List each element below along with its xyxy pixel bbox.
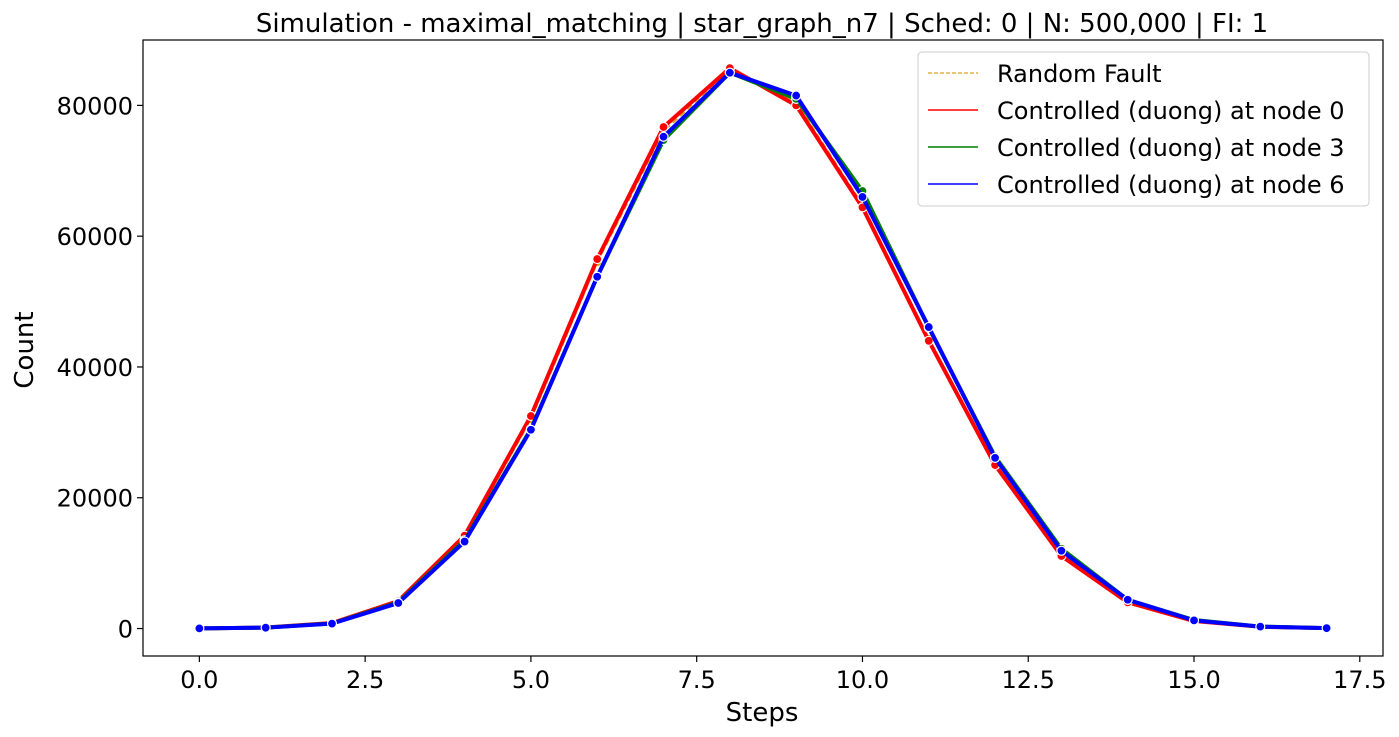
legend: Random Fault Controlled (duong) at node 0… bbox=[917, 51, 1370, 207]
data-point bbox=[658, 131, 669, 142]
plot-area-frame bbox=[142, 39, 1384, 657]
data-point bbox=[1188, 615, 1200, 626]
y-tick-label: 80000 bbox=[57, 92, 133, 120]
x-axis: 0.0 2.5 5.0 7.5 10.0 12.5 15.0 17.5 bbox=[180, 656, 1387, 694]
y-tick-label: 20000 bbox=[57, 485, 133, 513]
data-point bbox=[393, 597, 404, 609]
data-point bbox=[857, 191, 868, 203]
y-tick-label: 40000 bbox=[57, 354, 133, 382]
legend-box bbox=[917, 51, 1370, 207]
data-point bbox=[592, 271, 603, 282]
data-point bbox=[989, 452, 1001, 463]
x-tick-label: 15.0 bbox=[1167, 666, 1220, 694]
data-point bbox=[525, 424, 537, 435]
x-tick-label: 10.0 bbox=[836, 666, 889, 694]
data-point bbox=[923, 321, 934, 333]
data-point bbox=[1255, 621, 1266, 632]
data-point bbox=[459, 536, 470, 547]
data-point bbox=[260, 622, 271, 633]
series-layer bbox=[194, 63, 1332, 634]
data-point bbox=[791, 90, 802, 101]
x-tick-label: 17.5 bbox=[1333, 666, 1386, 694]
series-3 bbox=[194, 67, 1332, 634]
legend-label: Controlled (duong) at node 6 bbox=[997, 171, 1345, 199]
y-axis-label: Count bbox=[10, 311, 40, 388]
legend-label: Controlled (duong) at node 0 bbox=[997, 97, 1345, 125]
x-tick-label: 12.5 bbox=[1002, 666, 1055, 694]
x-axis-label: Steps bbox=[726, 698, 799, 728]
data-point bbox=[1056, 545, 1067, 556]
series-line bbox=[199, 70, 1327, 631]
data-point bbox=[1122, 594, 1133, 605]
chart-title: Simulation - maximal_matching | star_gra… bbox=[256, 9, 1268, 39]
data-point bbox=[592, 253, 603, 265]
legend-label: Controlled (duong) at node 3 bbox=[997, 134, 1345, 162]
data-point bbox=[1321, 623, 1332, 634]
y-tick-label: 0 bbox=[118, 616, 133, 644]
x-tick-label: 0.0 bbox=[180, 666, 218, 694]
x-tick-label: 7.5 bbox=[678, 666, 716, 694]
x-tick-label: 5.0 bbox=[512, 666, 550, 694]
data-point bbox=[658, 121, 669, 133]
legend-label: Random Fault bbox=[997, 60, 1162, 88]
data-point bbox=[326, 618, 338, 629]
data-point bbox=[194, 623, 205, 634]
y-axis: 0 20000 40000 60000 80000 bbox=[57, 92, 143, 644]
data-point bbox=[724, 67, 735, 78]
x-tick-label: 2.5 bbox=[346, 666, 384, 694]
y-tick-label: 60000 bbox=[57, 223, 133, 251]
